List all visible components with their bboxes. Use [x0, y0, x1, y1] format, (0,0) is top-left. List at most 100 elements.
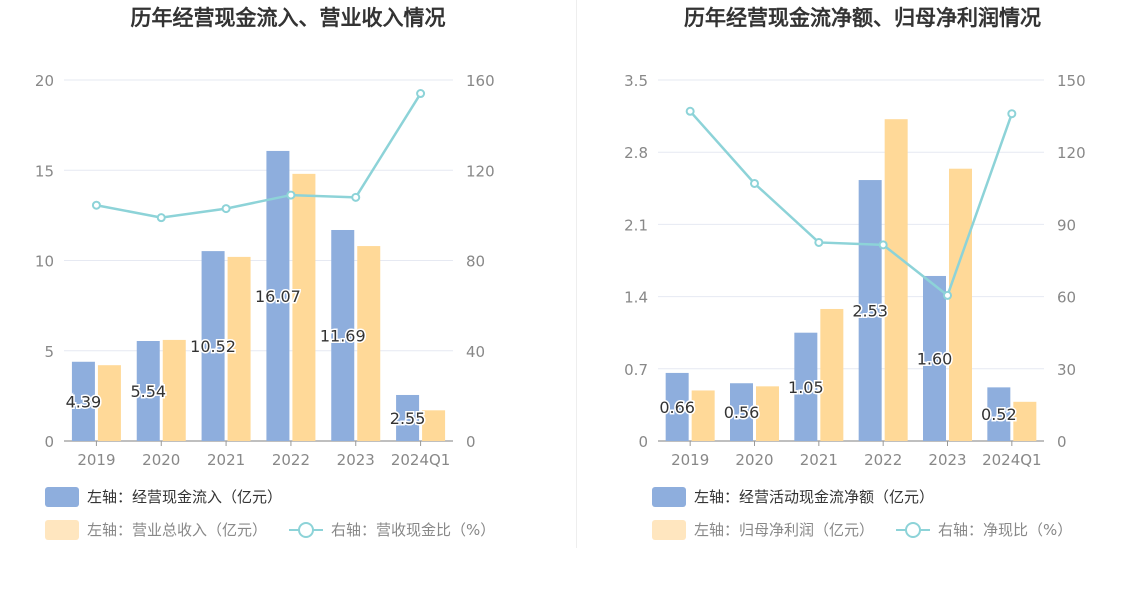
legend-row-2: 左轴：归母净利润（亿元） 右轴：净现比（%） [652, 519, 1094, 540]
left-axis-tick-label: 0 [44, 433, 54, 451]
bar [201, 251, 225, 441]
bar [292, 173, 316, 442]
left-axis-tick-label: 15 [35, 162, 54, 180]
legend-row-1: 左轴：经营活动现金流净额（亿元） [652, 486, 956, 507]
legend-swatch-yellow [45, 519, 79, 540]
bar [331, 229, 355, 441]
line-point [91, 200, 101, 210]
bar [97, 365, 121, 441]
data-label: 0.66 [659, 398, 695, 417]
right-axis-tick-label: 160 [466, 72, 495, 90]
left-axis-tick-label: 1.4 [624, 289, 648, 307]
left-axis-tick-label: 10 [35, 253, 54, 271]
bar [691, 390, 715, 441]
x-axis-tick-label: 2019 [671, 451, 709, 469]
bar [756, 386, 779, 441]
left-axis-tick-label: 20 [35, 72, 54, 90]
data-label: 2.53 [852, 302, 888, 321]
line-point [685, 106, 695, 116]
legend-label: 左轴：经营现金流入（亿元） [87, 488, 283, 506]
legend-row-2: 左轴：营业总收入（亿元） 右轴：营收现金比（%） [45, 519, 517, 540]
bar [665, 372, 689, 441]
bar [396, 394, 420, 441]
legend-item-bar1[interactable]: 左轴：经营现金流入（亿元） [45, 486, 282, 507]
bar [923, 275, 946, 441]
x-axis-tick-label: 2020 [142, 451, 180, 469]
left-axis-tick-label: 2.8 [624, 144, 648, 162]
right-axis-tick-label: 60 [1057, 289, 1076, 307]
line-point [750, 178, 759, 188]
x-axis-tick-label: 2023 [928, 451, 966, 469]
line-point [878, 240, 888, 250]
bar [136, 341, 160, 441]
bar [422, 410, 446, 441]
bar [1013, 401, 1037, 441]
x-axis-tick-label: 2022 [864, 451, 902, 469]
chart-panel-cash-inflow: 历年经营现金流入、营业收入情况 0 5 10 15 20 0 40 80 120 160 2019 2… [0, 0, 576, 560]
legend-item-line[interactable]: 右轴：营收现金比（%） [289, 519, 495, 540]
bar [987, 387, 1011, 441]
data-label: 16.07 [255, 287, 301, 306]
bar [884, 119, 908, 442]
bar [357, 246, 381, 441]
right-axis-tick-label: 120 [1057, 144, 1086, 162]
bar [730, 383, 753, 441]
data-label: 5.54 [130, 382, 166, 401]
right-axis-tick-label: 90 [1057, 216, 1076, 234]
line-series [96, 92, 422, 219]
legend-line-circle-icon [896, 520, 931, 540]
legend-swatch-yellow [652, 519, 686, 540]
right-axis-tick-label: 150 [1057, 72, 1086, 90]
x-axis-tick-label: 2021 [207, 451, 245, 469]
legend-item-line[interactable]: 右轴：净现比（%） [896, 519, 1072, 540]
bar [227, 256, 251, 441]
legend-item-bar2[interactable]: 左轴：归母净利润（亿元） [652, 519, 874, 540]
data-label: 0.56 [724, 403, 760, 422]
legend-swatch-blue [45, 486, 79, 507]
right-axis-tick-label: 0 [466, 433, 476, 451]
x-axis-tick-label: 2022 [272, 451, 310, 469]
legend-label: 左轴：营业总收入（亿元） [87, 521, 268, 539]
line-point [943, 290, 952, 300]
legend-item-bar2[interactable]: 左轴：营业总收入（亿元） [45, 519, 267, 540]
x-axis-tick-label: 2020 [735, 451, 773, 469]
legend-swatch-blue [652, 486, 686, 507]
x-axis-tick-label: 2019 [77, 451, 115, 469]
right-axis-tick-label: 80 [466, 253, 485, 271]
line-point [221, 204, 231, 214]
data-label: 11.69 [320, 326, 366, 345]
line-point [351, 192, 361, 202]
right-axis-tick-label: 0 [1057, 433, 1067, 451]
data-label: 10.52 [190, 337, 236, 356]
bar [266, 150, 290, 441]
x-axis-tick-label: 2024Q1 [391, 451, 451, 469]
bar [794, 332, 818, 441]
legend-label: 左轴：经营活动现金流净额（亿元） [694, 488, 935, 506]
data-label: 0.52 [981, 405, 1017, 424]
data-label: 1.60 [917, 349, 953, 368]
data-label: 1.05 [788, 378, 824, 397]
chart-title: 历年经营现金流入、营业收入情况 [130, 6, 446, 30]
panel-divider [576, 0, 577, 548]
x-axis-tick-label: 2023 [337, 451, 375, 469]
line-point [416, 89, 426, 99]
line-point [286, 190, 296, 200]
line-point [814, 237, 824, 247]
line-series [689, 110, 1014, 298]
left-axis-tick-label: 3.5 [624, 72, 648, 90]
legend-item-bar1[interactable]: 左轴：经营活动现金流净额（亿元） [652, 486, 934, 507]
chart-panel-net-cash: 历年经营现金流净额、归母净利润情况 0 0.7 1.4 2.1 2.8 3.5 0 30 60 9… [577, 0, 1148, 560]
bar [162, 339, 186, 441]
left-axis-tick-label: 2.1 [624, 216, 648, 234]
bar [949, 168, 972, 441]
right-axis-tick-label: 120 [466, 162, 495, 180]
chart-svg: 0 0.7 1.4 2.1 2.8 3.5 0 30 60 90 120 150 2019 2020 202… [624, 72, 1086, 469]
chart-svg: 0 5 10 15 20 0 40 80 120 160 2019 2020 2021 2022 2023 2… [35, 72, 495, 469]
x-axis-tick-label: 2021 [800, 451, 838, 469]
data-label: 4.39 [66, 392, 102, 411]
right-axis-tick-label: 40 [466, 343, 485, 361]
line-point [1007, 109, 1017, 119]
left-axis-tick-label: 0.7 [624, 361, 648, 379]
line-point [156, 213, 166, 223]
legend-line-circle-icon [289, 520, 324, 540]
